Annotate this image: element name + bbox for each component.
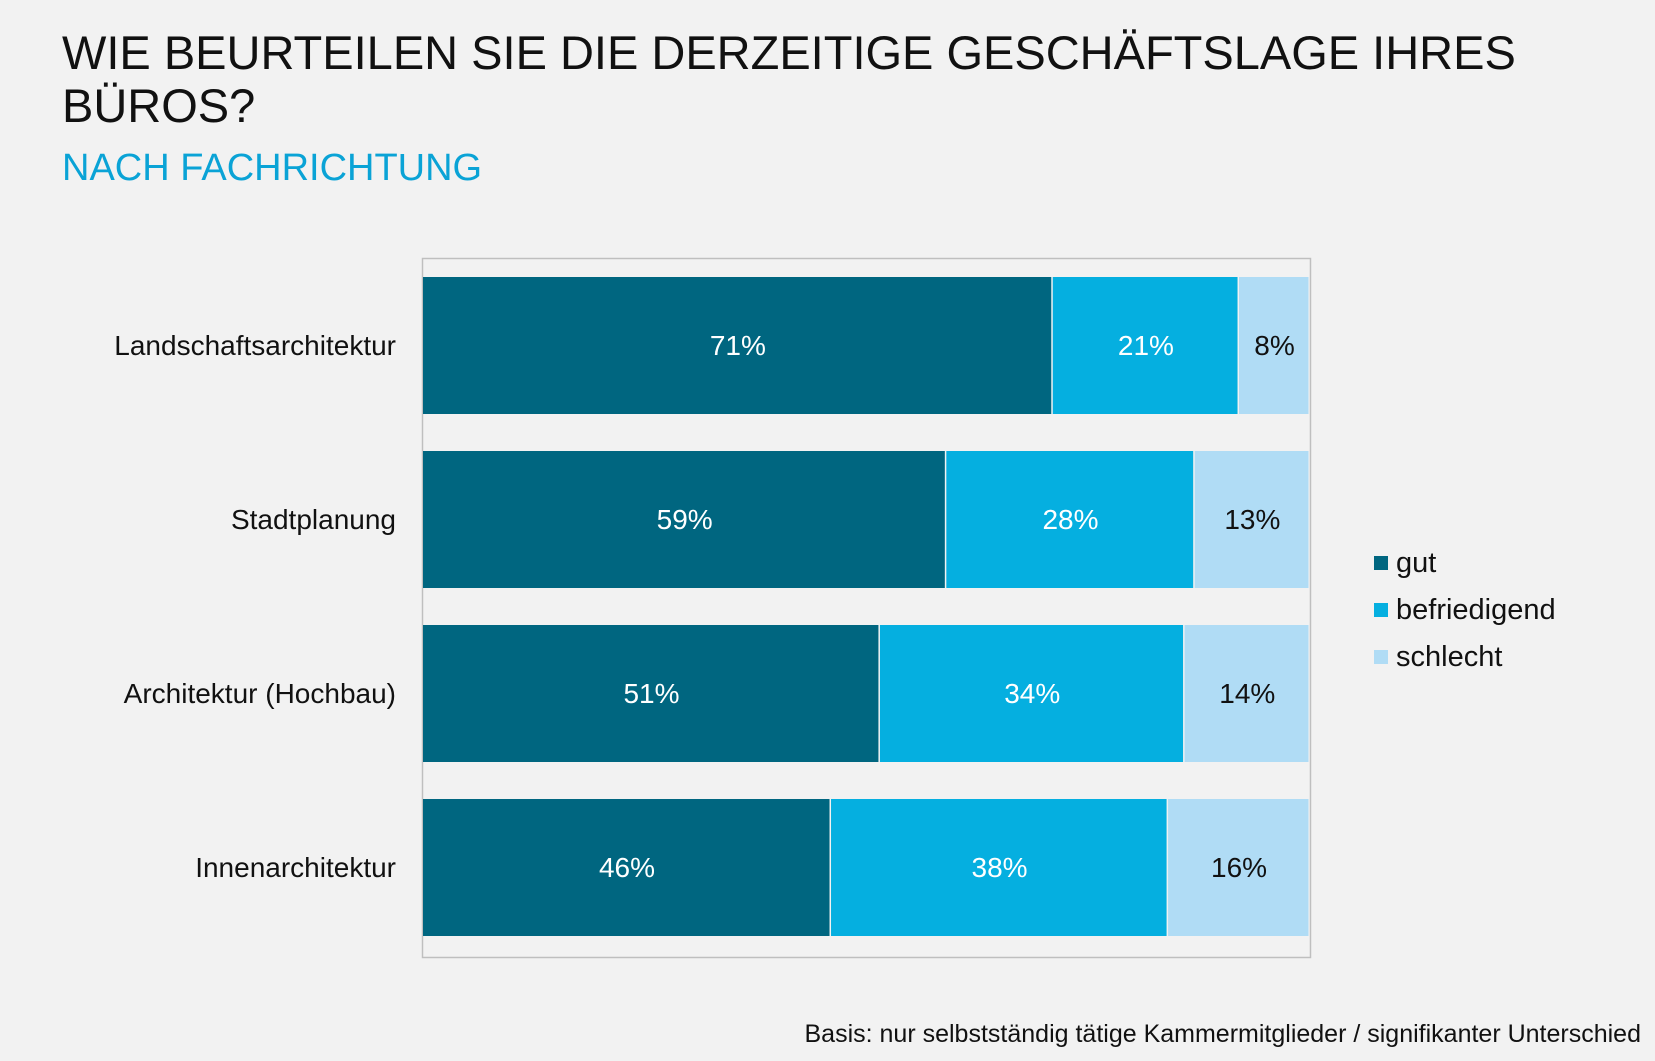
data-label: 51% bbox=[623, 678, 679, 709]
bar-segment-gut bbox=[423, 277, 1052, 414]
data-label: 13% bbox=[1224, 504, 1280, 535]
bar-segment-befriedigend bbox=[946, 451, 1194, 588]
bar-segment-schlecht bbox=[1194, 451, 1309, 588]
category-label: Architektur (Hochbau) bbox=[124, 678, 396, 709]
bar-segment-befriedigend bbox=[831, 799, 1167, 936]
chart-title: WIE BEURTEILEN SIE DIE DERZEITIGE GESCHÄ… bbox=[62, 26, 1516, 132]
data-label: 34% bbox=[1004, 678, 1060, 709]
legend-swatch-gut bbox=[1374, 556, 1388, 570]
bar-segment-schlecht bbox=[1239, 277, 1309, 414]
legend-label: befriedigend bbox=[1396, 594, 1556, 626]
data-label: 8% bbox=[1254, 330, 1294, 361]
bar-segment-befriedigend bbox=[1052, 277, 1238, 414]
bar-segment-schlecht bbox=[1168, 799, 1309, 936]
legend-label: schlecht bbox=[1396, 641, 1502, 673]
bar-segment-gut bbox=[423, 451, 945, 588]
category-label: Stadtplanung bbox=[231, 504, 396, 535]
stacked-bar-chart: Landschaftsarchitektur 71% 21% 8% Stadtplanu… bbox=[114, 257, 1556, 959]
data-label: 14% bbox=[1219, 678, 1275, 709]
legend-swatch-schlecht bbox=[1374, 650, 1388, 664]
data-label: 71% bbox=[710, 330, 766, 361]
bar-segment-befriedigend bbox=[879, 625, 1184, 762]
bars-group: Landschaftsarchitektur 71% 21% 8% Stadtplanu… bbox=[114, 277, 1309, 936]
legend-swatch-befriedigend bbox=[1374, 603, 1388, 617]
chart-subtitle: NACH FACHRICHTUNG bbox=[62, 147, 483, 189]
legend: gut befriedigend schlecht bbox=[1374, 547, 1556, 673]
bar-segment-schlecht bbox=[1184, 625, 1309, 762]
footnote: Basis: nur selbstständig tätige Kammermi… bbox=[804, 1020, 1642, 1048]
category-label: Landschaftsarchitektur bbox=[114, 330, 396, 361]
data-label: 59% bbox=[657, 504, 713, 535]
data-label: 16% bbox=[1211, 852, 1267, 883]
legend-label: gut bbox=[1396, 547, 1436, 579]
bar-segment-gut bbox=[423, 625, 879, 762]
data-label: 28% bbox=[1042, 504, 1098, 535]
bar-segment-gut bbox=[423, 799, 830, 936]
plot-frame bbox=[421, 257, 1312, 959]
data-label: 46% bbox=[599, 852, 655, 883]
data-label: 21% bbox=[1118, 330, 1174, 361]
category-label: Innenarchitektur bbox=[195, 852, 396, 883]
data-label: 38% bbox=[972, 852, 1028, 883]
